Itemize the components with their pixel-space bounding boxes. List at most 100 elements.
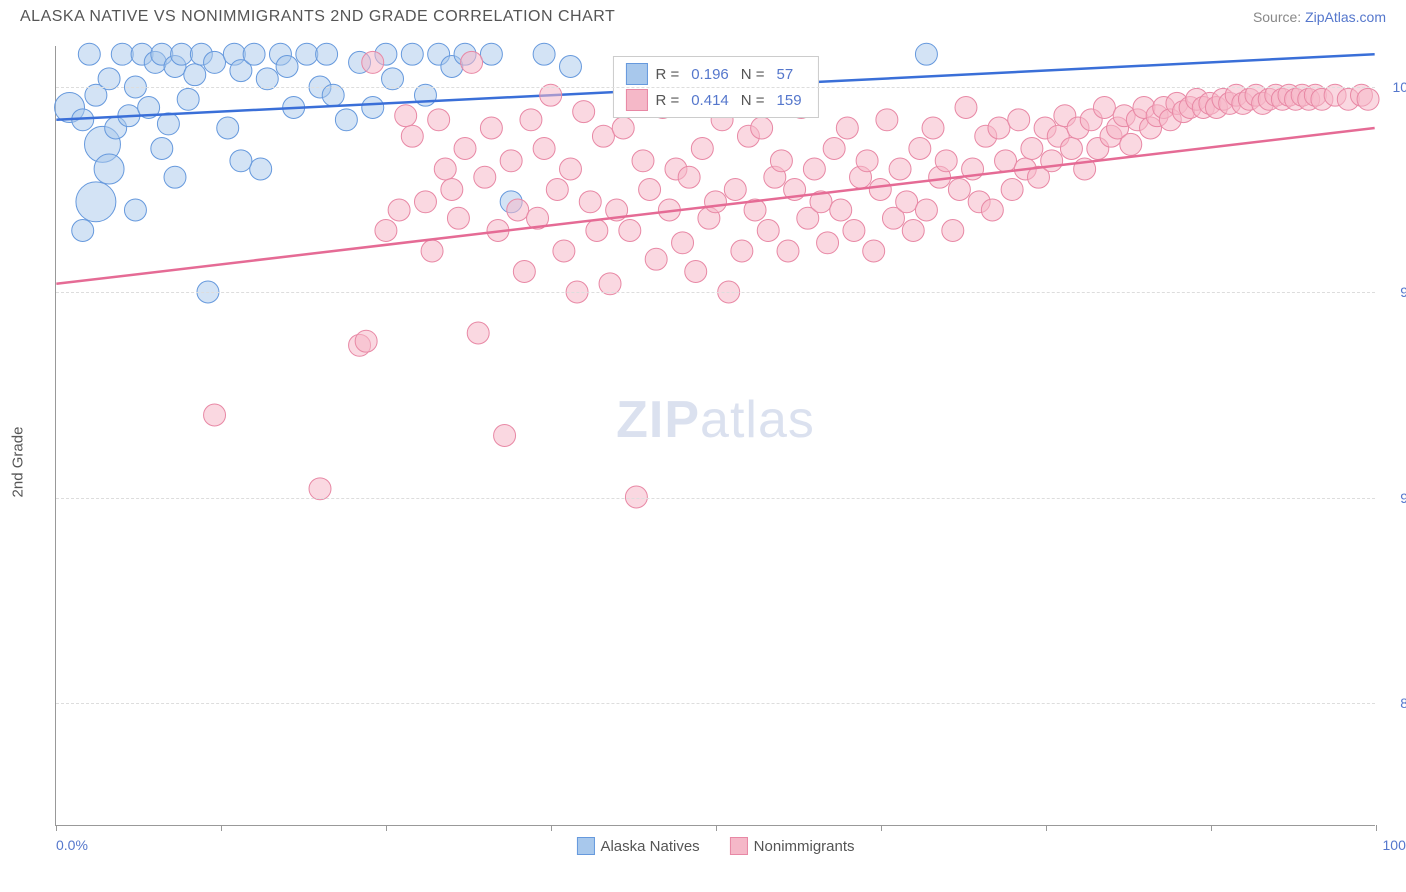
scatter-point bbox=[803, 158, 825, 180]
scatter-point bbox=[533, 43, 555, 65]
gridline bbox=[56, 703, 1375, 704]
scatter-point bbox=[230, 150, 252, 172]
scatter-point bbox=[889, 158, 911, 180]
scatter-point bbox=[592, 125, 614, 147]
scatter-point bbox=[157, 113, 179, 135]
legend-r-value: 0.414 bbox=[691, 92, 729, 109]
scatter-point bbox=[731, 240, 753, 262]
scatter-point bbox=[876, 109, 898, 131]
scatter-point bbox=[500, 150, 522, 172]
chart-title: ALASKA NATIVE VS NONIMMIGRANTS 2ND GRADE… bbox=[20, 8, 615, 26]
scatter-point bbox=[988, 117, 1010, 139]
scatter-point bbox=[869, 179, 891, 201]
scatter-point bbox=[777, 240, 799, 262]
legend-r-value: 0.196 bbox=[691, 66, 729, 83]
scatter-point bbox=[434, 158, 456, 180]
scatter-point bbox=[388, 199, 410, 221]
scatter-point bbox=[362, 97, 384, 119]
scatter-point bbox=[863, 240, 885, 262]
scatter-point bbox=[757, 220, 779, 242]
series-legend: Alaska NativesNonimmigrants bbox=[576, 837, 854, 855]
scatter-point bbox=[355, 330, 377, 352]
scatter-point bbox=[645, 248, 667, 270]
chart-header: ALASKA NATIVE VS NONIMMIGRANTS 2ND GRADE… bbox=[0, 0, 1406, 36]
x-tick bbox=[881, 825, 882, 831]
scatter-point bbox=[217, 117, 239, 139]
x-tick bbox=[1376, 825, 1377, 831]
scatter-point bbox=[915, 43, 937, 65]
legend-swatch bbox=[625, 63, 647, 85]
scatter-point bbox=[843, 220, 865, 242]
chart-container: 2nd Grade ZIPatlas R =0.196N =57R =0.414… bbox=[0, 36, 1406, 888]
scatter-point bbox=[1021, 138, 1043, 160]
scatter-point bbox=[296, 43, 318, 65]
scatter-point bbox=[494, 425, 516, 447]
scatter-point bbox=[1060, 138, 1082, 160]
scatter-point bbox=[124, 199, 146, 221]
scatter-point bbox=[1120, 133, 1142, 155]
source-label: Source: bbox=[1253, 9, 1301, 25]
scatter-point bbox=[856, 150, 878, 172]
legend-n-value: 57 bbox=[777, 66, 794, 83]
legend-swatch bbox=[625, 89, 647, 111]
scatter-point bbox=[375, 220, 397, 242]
legend-swatch bbox=[576, 837, 594, 855]
legend-swatch bbox=[730, 837, 748, 855]
scatter-point bbox=[909, 138, 931, 160]
scatter-point bbox=[586, 220, 608, 242]
y-tick-label: 100.0% bbox=[1393, 79, 1406, 95]
scatter-point bbox=[78, 43, 100, 65]
scatter-point bbox=[276, 56, 298, 78]
scatter-point bbox=[401, 43, 423, 65]
scatter-point bbox=[1041, 150, 1063, 172]
scatter-point bbox=[981, 199, 1003, 221]
legend-row: R =0.196N =57 bbox=[625, 61, 805, 87]
scatter-point bbox=[915, 199, 937, 221]
scatter-point bbox=[579, 191, 601, 213]
scatter-point bbox=[250, 158, 272, 180]
scatter-point bbox=[533, 138, 555, 160]
scatter-point bbox=[1001, 179, 1023, 201]
scatter-point bbox=[632, 150, 654, 172]
scatter-point bbox=[902, 220, 924, 242]
scatter-point bbox=[948, 179, 970, 201]
plot-area: ZIPatlas R =0.196N =57R =0.414N =159 Ala… bbox=[55, 46, 1375, 826]
scatter-point bbox=[546, 179, 568, 201]
scatter-point bbox=[428, 109, 450, 131]
y-tick-label: 95.0% bbox=[1400, 284, 1406, 300]
scatter-point bbox=[553, 240, 575, 262]
scatter-point bbox=[111, 43, 133, 65]
scatter-point bbox=[401, 125, 423, 147]
scatter-point bbox=[474, 166, 496, 188]
scatter-point bbox=[480, 43, 502, 65]
scatter-point bbox=[480, 117, 502, 139]
scatter-point bbox=[513, 261, 535, 283]
x-tick bbox=[551, 825, 552, 831]
scatter-point bbox=[507, 199, 529, 221]
legend-n-label: N = bbox=[741, 66, 765, 83]
chart-source: Source: ZipAtlas.com bbox=[1253, 9, 1386, 25]
scatter-point bbox=[309, 478, 331, 500]
scatter-point bbox=[467, 322, 489, 344]
scatter-point bbox=[76, 182, 116, 222]
gridline bbox=[56, 498, 1375, 499]
scatter-point bbox=[177, 88, 199, 110]
scatter-point bbox=[678, 166, 700, 188]
scatter-svg bbox=[56, 46, 1375, 825]
scatter-point bbox=[94, 154, 124, 184]
scatter-point bbox=[184, 64, 206, 86]
series-legend-item: Alaska Natives bbox=[576, 837, 699, 855]
y-tick-label: 90.0% bbox=[1400, 490, 1406, 506]
scatter-point bbox=[151, 138, 173, 160]
scatter-point bbox=[1357, 88, 1379, 110]
scatter-point bbox=[316, 43, 338, 65]
scatter-point bbox=[817, 232, 839, 254]
x-axis-max-label: 100.0% bbox=[1383, 837, 1406, 853]
scatter-point bbox=[830, 199, 852, 221]
legend-n-label: N = bbox=[741, 92, 765, 109]
scatter-point bbox=[204, 404, 226, 426]
scatter-point bbox=[770, 150, 792, 172]
x-tick bbox=[1211, 825, 1212, 831]
source-link[interactable]: ZipAtlas.com bbox=[1305, 9, 1386, 25]
scatter-point bbox=[395, 105, 417, 127]
